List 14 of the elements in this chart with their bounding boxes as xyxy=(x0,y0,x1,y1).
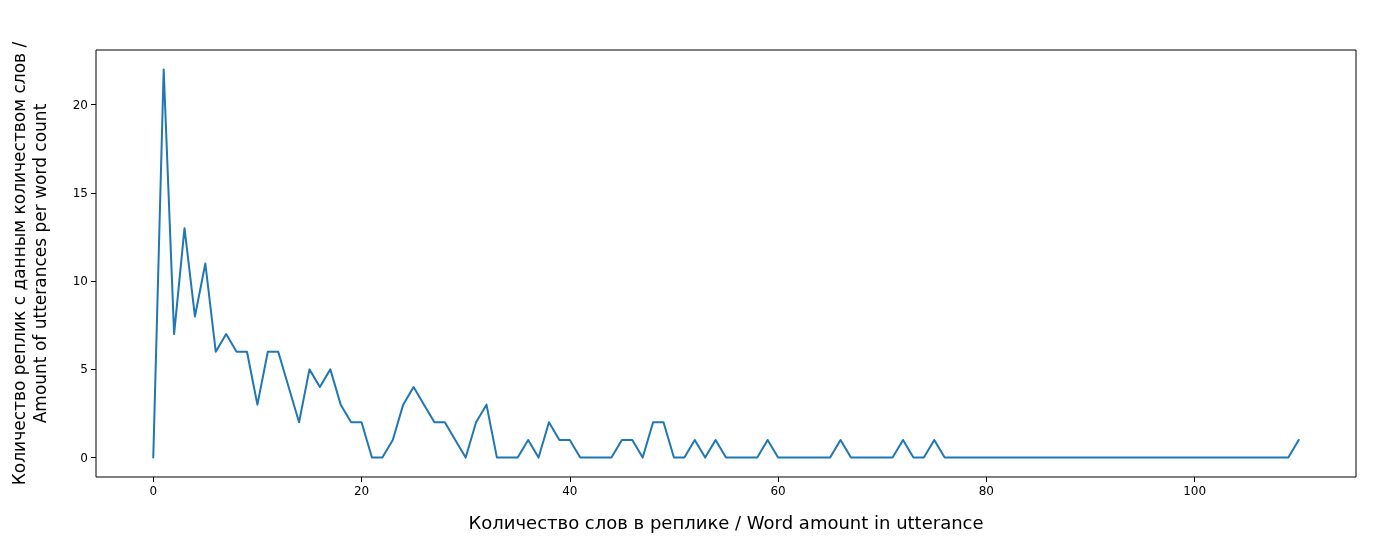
y-tick-label: 5 xyxy=(80,362,88,377)
line-series xyxy=(152,68,1300,459)
x-tick-label: 60 xyxy=(770,484,786,498)
y-tick-label: 20 xyxy=(72,97,88,112)
x-tick-label: 20 xyxy=(353,484,370,498)
y-tick-label: 15 xyxy=(72,185,88,200)
y-tick-label: 10 xyxy=(72,274,88,289)
y-axis-title: Количество реплик с данным количеством слов / Amount of utterances per word count xyxy=(8,41,50,486)
x-axis-title: Количество слов в реплике / Word amount in utterance xyxy=(468,511,984,533)
x-tick-label: 80 xyxy=(978,484,994,498)
x-tick-label: 40 xyxy=(562,484,578,498)
x-tick-label: 100 xyxy=(1183,484,1207,498)
x-tick-label: 0 xyxy=(149,484,158,498)
y-tick-label: 0 xyxy=(80,450,88,465)
